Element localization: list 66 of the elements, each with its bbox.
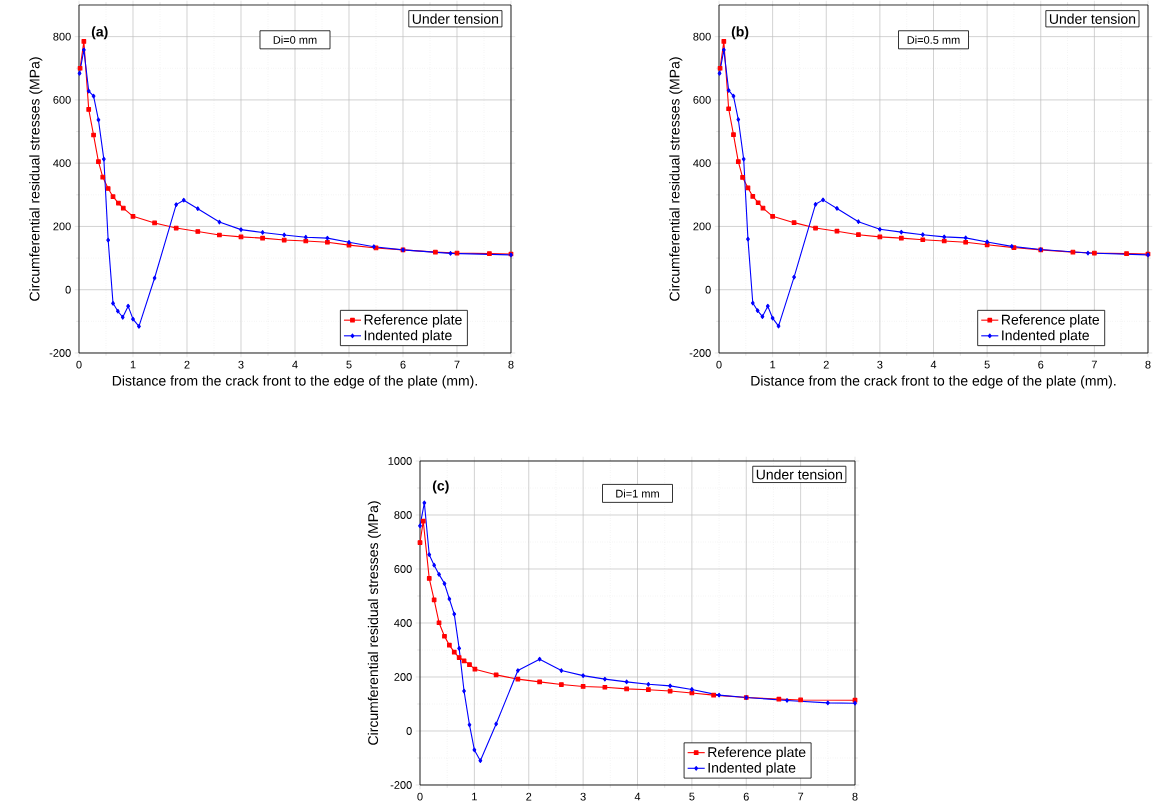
x-tick-label: 0 — [76, 360, 82, 369]
x-tick-label: 2 — [823, 360, 829, 369]
y-tick-label: 600 — [53, 96, 71, 104]
x-tick-label: 4 — [930, 360, 937, 369]
legend-label: Reference plate — [364, 314, 462, 328]
x-tick-label: 1 — [770, 360, 776, 369]
y-tick-label: 200 — [53, 222, 71, 231]
y-tick-label: 200 — [394, 673, 412, 681]
x-tick-label: 1 — [130, 360, 136, 369]
y-axis-title: Circumferential residual stresses (MPa) — [367, 501, 381, 745]
y-tick-label: 0 — [406, 727, 412, 735]
x-tick-label: 8 — [508, 360, 514, 369]
y-tick-label: 400 — [53, 159, 71, 168]
x-tick-label: 6 — [743, 792, 749, 801]
y-tick-label: -200 — [49, 349, 71, 357]
y-axis-title: Circumferential residual stresses (MPa) — [669, 57, 683, 301]
x-tick-label: 1 — [472, 792, 477, 801]
y-tick-label: 800 — [693, 32, 711, 41]
x-tick-label: 0 — [417, 792, 423, 801]
x-tick-label: 3 — [580, 792, 586, 801]
x-tick-label: 5 — [984, 360, 990, 369]
annotation: (c) — [432, 480, 449, 494]
legend-label: Indented plate — [1002, 329, 1089, 344]
x-tick-label: 2 — [184, 360, 190, 369]
y-tick-label: 800 — [394, 511, 412, 519]
y-tick-label: 0 — [65, 285, 71, 294]
annotation: (b) — [731, 26, 749, 40]
x-tick-label: 0 — [716, 360, 722, 369]
x-tick-label: 7 — [798, 792, 804, 801]
legend-label: Indented plate — [364, 329, 452, 344]
x-tick-label: 4 — [634, 792, 641, 801]
annotation: Di=0 mm — [273, 35, 317, 44]
annotation: Under tension — [412, 13, 499, 24]
annotation: Under tension — [1049, 13, 1136, 24]
x-tick-label: 6 — [1038, 360, 1044, 369]
annotation: Di=1 mm — [616, 489, 659, 498]
x-axis-title: Distance from the crack front to the edge of the plate (mm). — [751, 375, 1116, 389]
annotation: (a) — [91, 26, 108, 40]
x-tick-label: 5 — [689, 792, 695, 801]
y-tick-label: 1000 — [388, 457, 412, 465]
y-tick-label: -200 — [689, 349, 711, 357]
legend-label: Reference plate — [1002, 314, 1100, 328]
x-axis-title: Distance from the crack front to the edge of the plate (mm). — [112, 375, 477, 389]
x-tick-label: 2 — [526, 792, 532, 801]
y-tick-label: 800 — [53, 32, 71, 41]
y-tick-label: 200 — [693, 222, 711, 231]
y-axis-title: Circumferential residual stresses (MPa) — [29, 57, 43, 301]
x-tick-label: 3 — [877, 360, 883, 369]
x-tick-label: 4 — [292, 360, 298, 369]
x-tick-label: 7 — [454, 360, 460, 369]
y-tick-label: -200 — [390, 781, 412, 789]
x-tick-label: 5 — [346, 360, 352, 369]
y-tick-label: 600 — [693, 96, 711, 104]
y-tick-label: 0 — [705, 285, 711, 294]
x-tick-label: 7 — [1091, 360, 1097, 369]
x-tick-label: 3 — [238, 360, 244, 369]
y-tick-label: 600 — [394, 565, 412, 573]
x-tick-label: 8 — [1145, 360, 1151, 369]
x-tick-label: 8 — [852, 792, 858, 801]
legend-label: Reference plate — [708, 746, 806, 760]
y-tick-label: 400 — [693, 159, 711, 168]
y-tick-label: 400 — [394, 619, 412, 627]
annotation: Under tension — [756, 469, 842, 480]
legend-label: Indented plate — [708, 762, 796, 776]
x-tick-label: 6 — [400, 360, 406, 369]
annotation: Di=0.5 mm — [907, 35, 960, 44]
